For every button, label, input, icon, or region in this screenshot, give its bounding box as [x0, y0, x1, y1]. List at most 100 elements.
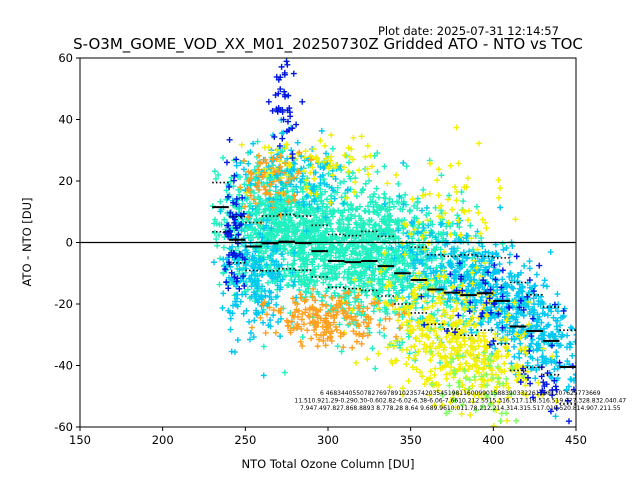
scatter-point — [534, 356, 541, 363]
scatter-point — [323, 302, 330, 309]
scatter-point — [283, 141, 290, 148]
scatter-point — [330, 245, 337, 252]
scatter-point — [341, 249, 348, 256]
scatter-point — [223, 279, 230, 286]
scatter-point — [362, 153, 369, 160]
scatter-point — [310, 285, 317, 292]
scatter-point — [308, 335, 315, 342]
scatter-point — [402, 191, 409, 198]
scatter-point — [367, 253, 374, 260]
scatter-point — [317, 164, 324, 171]
scatter-point — [485, 319, 492, 326]
scatter-point — [328, 294, 335, 301]
scatter-point — [336, 263, 343, 270]
scatter-point — [371, 299, 378, 306]
scatter-point — [285, 198, 292, 205]
scatter-point — [267, 317, 274, 324]
scatter-point — [374, 210, 381, 217]
scatter-point — [447, 162, 454, 169]
scatter-point — [478, 358, 485, 365]
scatter-point — [401, 260, 408, 267]
scatter-point — [490, 422, 497, 427]
plot-date: Plot date: 2025-07-31 12:14:57 — [378, 24, 559, 38]
scatter-point — [299, 231, 306, 238]
scatter-point — [478, 299, 485, 306]
scatter-point — [539, 299, 546, 306]
scatter-point — [288, 318, 295, 325]
scatter-point — [311, 236, 318, 243]
scatter-point — [227, 326, 234, 333]
scatter-point — [458, 252, 465, 259]
scatter-point — [495, 375, 502, 382]
scatter-point — [484, 382, 491, 389]
scatter-point — [317, 272, 324, 279]
scatter-point — [371, 289, 378, 296]
scatter-point — [383, 283, 390, 290]
scatter-point — [328, 193, 335, 200]
scatter-point — [431, 311, 438, 318]
scatter-point — [346, 153, 353, 160]
scatter-point — [311, 327, 318, 334]
scatter-point — [543, 381, 550, 388]
scatter-point — [238, 141, 245, 148]
scatter-point — [249, 227, 256, 234]
scatter-point — [259, 309, 266, 316]
scatter-point — [219, 304, 226, 311]
scatter-point — [406, 273, 413, 280]
scatter-point — [255, 152, 262, 159]
scatter-point — [474, 246, 481, 253]
scatter-point — [438, 214, 445, 221]
scatter-point — [506, 259, 513, 266]
scatter-point — [472, 304, 479, 311]
scatter-point — [366, 216, 373, 223]
scatter-point — [305, 312, 312, 319]
scatter-point — [430, 340, 437, 347]
scatter-point — [526, 308, 533, 315]
scatter-point — [377, 268, 384, 275]
scatter-point — [265, 300, 272, 307]
scatter-point — [346, 320, 353, 327]
scatter-point — [408, 344, 415, 351]
scatter-point — [461, 386, 468, 393]
scatter-point — [419, 260, 426, 267]
scatter-point — [533, 366, 540, 373]
scatter-point — [554, 291, 561, 298]
scatter-point — [476, 140, 483, 147]
scatter-point — [442, 311, 449, 318]
scatter-point — [572, 338, 576, 345]
scatter-point — [516, 289, 523, 296]
scatter-point — [398, 335, 405, 342]
scatter-point — [295, 273, 302, 280]
scatter-point — [247, 330, 254, 337]
scatter-point — [346, 221, 353, 228]
scatter-point — [475, 209, 482, 216]
scatter-point — [479, 284, 486, 291]
scatter-point — [277, 86, 284, 93]
scatter-point — [464, 232, 471, 239]
scatter-point — [458, 273, 465, 280]
scatter-point — [421, 321, 428, 328]
scatter-point — [371, 208, 378, 215]
scatter-point — [538, 319, 545, 326]
scatter-point — [543, 358, 550, 365]
scatter-point — [426, 232, 433, 239]
scatter-point — [342, 290, 349, 297]
scatter-point — [517, 379, 524, 386]
scatter-point — [360, 319, 367, 326]
scatter-point — [301, 268, 308, 275]
scatter-point — [370, 235, 377, 242]
scatter-point — [466, 308, 473, 315]
scatter-point — [571, 377, 576, 384]
scatter-point — [297, 338, 304, 345]
scatter-point — [352, 179, 359, 186]
scatter-point — [245, 160, 252, 167]
scatter-point — [504, 417, 511, 424]
scatter-point — [462, 349, 469, 356]
scatter-point — [314, 288, 321, 295]
scatter-point — [372, 221, 379, 228]
scatter-point — [411, 343, 418, 350]
scatter-point — [563, 386, 570, 393]
scatter-point — [549, 392, 556, 399]
scatter-point — [409, 290, 416, 297]
